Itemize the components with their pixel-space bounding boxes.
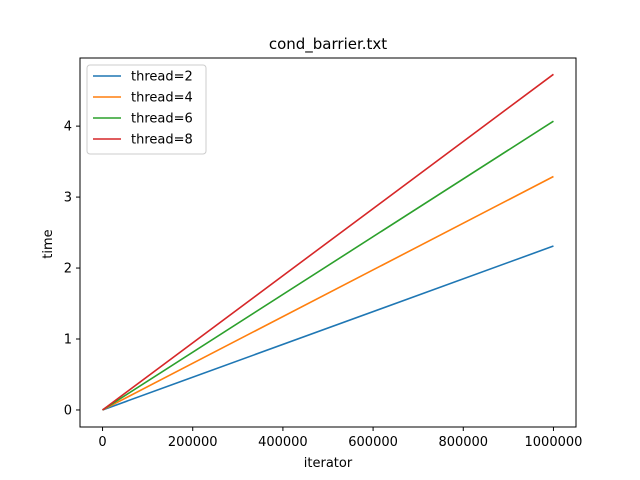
- legend-label-2: thread=4: [131, 91, 193, 106]
- y-tick-label: 1: [64, 333, 72, 348]
- series-group: [102, 73, 554, 411]
- plot-area-frame: [79, 57, 577, 428]
- y-tick-label: 3: [64, 191, 72, 206]
- y-axis: 0 1 2 3 4: [64, 120, 80, 418]
- series-line-3: [102, 120, 554, 411]
- series-line-1: [102, 245, 554, 411]
- chart-title: cond_barrier.txt: [269, 35, 387, 54]
- x-tick-label: 600000: [348, 435, 398, 450]
- legend-box: [86, 64, 207, 155]
- legend: thread=2 thread=4 thread=6 thread=8: [86, 64, 207, 155]
- legend-label-1: thread=2: [131, 70, 193, 85]
- legend-label-4: thread=8: [131, 133, 193, 148]
- x-tick-label: 800000: [438, 435, 488, 450]
- legend-label-3: thread=6: [131, 112, 193, 127]
- series-line-2: [102, 175, 554, 411]
- x-tick-label: 400000: [258, 435, 308, 450]
- x-tick-label: 200000: [168, 435, 218, 450]
- x-axis-label: iterator: [304, 456, 353, 471]
- series-line-4: [102, 73, 554, 411]
- y-tick-label: 0: [64, 403, 72, 418]
- y-axis-label: time: [41, 229, 56, 258]
- x-axis: 0 200000 400000 600000 800000 1000000: [98, 427, 582, 450]
- x-tick-label: 1000000: [525, 435, 583, 450]
- x-tick-label: 0: [98, 435, 106, 450]
- y-tick-label: 4: [64, 120, 72, 135]
- y-tick-label: 2: [64, 262, 72, 277]
